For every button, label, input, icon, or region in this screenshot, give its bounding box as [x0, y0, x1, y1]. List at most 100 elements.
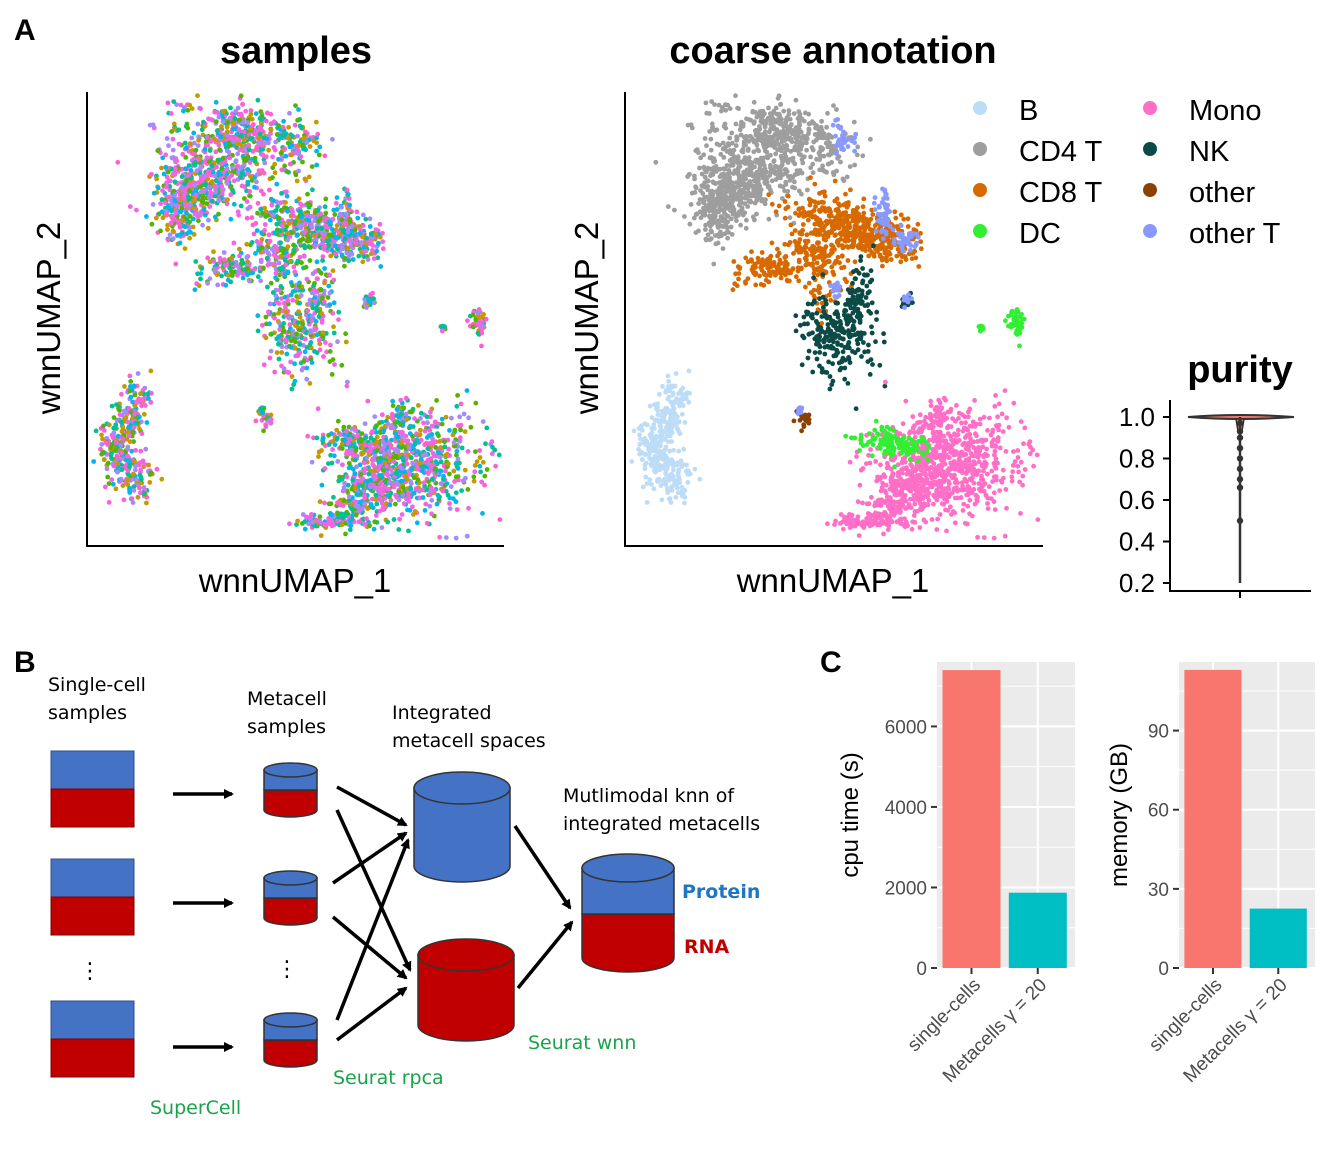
sample-point	[447, 428, 452, 433]
sample-point	[349, 426, 355, 432]
sample-point	[137, 485, 142, 491]
annotation-point	[780, 145, 786, 151]
sample-point	[361, 245, 367, 250]
sample-point	[233, 158, 239, 164]
sample-point	[479, 343, 484, 349]
sample-point	[163, 152, 169, 158]
sample-point	[360, 212, 366, 218]
sample-point	[214, 272, 220, 278]
sample-point	[371, 300, 377, 305]
sample-point	[113, 486, 119, 492]
sample-point	[369, 430, 374, 436]
sample-point	[172, 179, 178, 185]
annotation-point	[815, 135, 821, 141]
sample-point	[285, 237, 290, 243]
annotation-point	[808, 154, 813, 160]
annotation-point	[715, 240, 721, 246]
sample-point	[276, 356, 282, 362]
sample-point	[363, 466, 368, 472]
sample-point	[132, 392, 138, 398]
sample-point	[431, 453, 437, 458]
annotation-point	[788, 222, 794, 228]
sample-point	[297, 238, 303, 244]
annotation-point	[703, 227, 708, 232]
sample-point	[450, 496, 456, 501]
sample-point	[283, 200, 288, 205]
sample-point	[287, 110, 292, 116]
annotation-point	[682, 214, 687, 219]
sample-point	[293, 172, 299, 178]
sample-point	[286, 124, 291, 130]
sample-point	[171, 188, 177, 194]
sample-point	[181, 195, 187, 201]
sample-point	[345, 440, 351, 446]
sample-point	[245, 206, 251, 212]
sample-point	[278, 284, 284, 289]
sample-point	[125, 472, 131, 477]
annotation-point	[691, 215, 697, 221]
sample-point	[226, 273, 231, 278]
annotation-point	[855, 144, 861, 150]
annotation-point	[798, 210, 803, 216]
sample-point	[455, 456, 461, 462]
sample-point	[225, 197, 230, 203]
sample-point	[315, 131, 321, 137]
sample-point	[236, 117, 242, 123]
sample-point	[406, 491, 411, 496]
sample-point	[284, 351, 290, 357]
annotation-point	[836, 201, 841, 207]
sample-point	[291, 213, 296, 219]
sample-point	[313, 299, 318, 304]
sample-point	[232, 135, 238, 141]
sample-point	[272, 161, 278, 167]
sample-point	[357, 462, 363, 468]
sample-point	[323, 210, 329, 216]
sample-point	[293, 103, 298, 108]
sample-point	[429, 432, 435, 437]
annotation-point	[797, 142, 803, 148]
sample-point	[367, 224, 373, 229]
sample-point	[187, 235, 193, 241]
sample-point	[289, 374, 295, 379]
sample-point	[425, 420, 430, 426]
sample-point	[245, 167, 251, 172]
sample-point	[126, 458, 132, 464]
sample-point	[329, 431, 334, 436]
sample-point	[401, 405, 407, 411]
sample-point	[354, 492, 360, 497]
annotation-point	[860, 204, 866, 210]
annotation-point	[860, 153, 866, 159]
sample-point	[192, 287, 198, 293]
sample-point	[350, 477, 356, 483]
sample-point	[301, 358, 307, 364]
sample-point	[160, 188, 165, 194]
sample-point	[367, 241, 373, 246]
sample-point	[373, 497, 379, 502]
sample-point	[320, 330, 326, 336]
sample-point	[348, 523, 354, 529]
sample-point	[214, 128, 220, 134]
sample-point	[380, 230, 385, 236]
sample-point	[272, 315, 277, 321]
sample-point	[393, 470, 399, 476]
sample-point	[309, 224, 315, 230]
sample-point	[146, 396, 151, 401]
sample-point	[215, 282, 221, 288]
sample-point	[277, 228, 283, 233]
sample-point	[448, 484, 454, 489]
sample-point	[309, 512, 314, 517]
sample-point	[433, 466, 438, 472]
sample-point	[314, 435, 320, 441]
sample-point	[334, 207, 340, 212]
sample-point	[267, 355, 273, 361]
sample-point	[428, 456, 434, 462]
sample-point	[363, 216, 369, 222]
sample-point	[347, 527, 353, 533]
sample-point	[306, 521, 311, 527]
sample-point	[343, 428, 349, 434]
sample-point	[339, 446, 345, 451]
sample-point	[127, 464, 132, 470]
annotation-point	[751, 99, 757, 105]
sample-point	[322, 443, 328, 449]
sample-point	[220, 119, 226, 124]
